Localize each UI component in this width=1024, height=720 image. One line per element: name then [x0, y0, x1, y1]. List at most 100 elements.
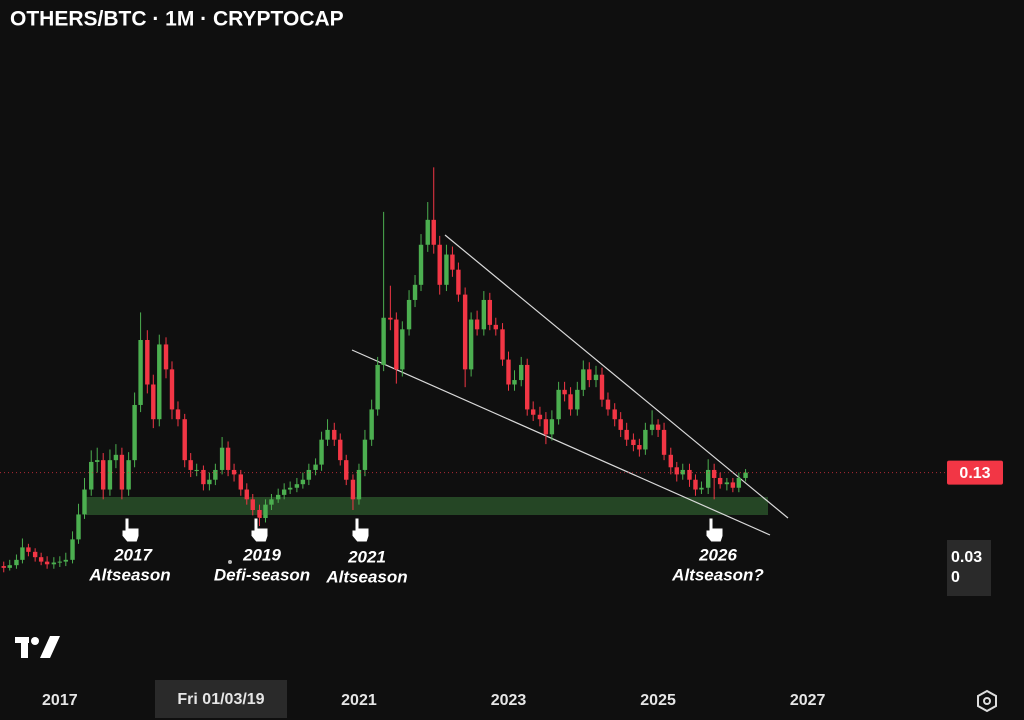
candle-body	[711, 469, 717, 478]
logo	[15, 636, 60, 658]
candle-body	[213, 469, 218, 480]
candle-body	[356, 469, 362, 500]
candle-body	[543, 419, 549, 435]
candle-body	[126, 460, 131, 490]
candle-body	[631, 439, 636, 446]
annotation: Defi-season	[214, 565, 310, 584]
candle-body	[736, 477, 742, 488]
candle-body	[44, 561, 50, 565]
candle-body	[38, 557, 44, 562]
candle-body	[724, 482, 730, 485]
crosshair-date: Fri 01/03/19	[177, 691, 264, 708]
candle-body	[468, 319, 474, 370]
candle-body	[369, 409, 374, 440]
candle-body	[182, 419, 187, 461]
candle-body	[687, 469, 692, 480]
annotation: Altseason	[88, 565, 170, 584]
candle-body	[388, 317, 393, 320]
annotation: Altseason	[325, 567, 407, 586]
candle-body	[269, 499, 274, 505]
candle-body	[649, 424, 655, 430]
candle-body	[294, 484, 300, 488]
candle-body	[132, 404, 137, 461]
candle-body	[151, 384, 156, 420]
candle-body	[362, 439, 368, 470]
settings-icon[interactable]	[977, 689, 997, 713]
candle-body	[506, 359, 511, 385]
settings-hex[interactable]	[977, 689, 997, 713]
candle-body	[705, 469, 711, 488]
candle-body	[188, 460, 193, 470]
candle-body	[605, 399, 611, 410]
candle-body	[238, 474, 243, 490]
candle-body	[350, 479, 356, 500]
candle-body	[593, 374, 599, 381]
candle-body	[418, 244, 424, 285]
candle-body	[512, 380, 517, 385]
candle-body	[300, 479, 306, 485]
hand-icon	[250, 517, 269, 543]
candle-body	[89, 461, 94, 490]
candle-body	[450, 254, 455, 270]
candle-body	[612, 409, 617, 420]
annotation: 2017	[113, 545, 153, 564]
candle-body	[599, 374, 605, 400]
candle-body	[406, 299, 412, 330]
candle-body	[699, 487, 704, 490]
hand-icons	[121, 517, 724, 543]
candle-body	[169, 369, 175, 410]
candle-body	[519, 364, 524, 381]
logo-part	[21, 637, 28, 658]
candle-body	[32, 551, 38, 558]
candle-body	[743, 472, 748, 478]
candle-body	[481, 299, 487, 330]
candle-body	[680, 469, 685, 475]
candle-body	[668, 454, 673, 468]
candle-body	[145, 340, 150, 385]
x-tick-label: 2025	[640, 692, 676, 709]
hand-icon	[351, 517, 370, 543]
candle-body	[400, 329, 405, 370]
candle-body	[575, 389, 580, 410]
candle-body	[525, 364, 530, 410]
candles	[1, 167, 748, 573]
trend-line	[444, 234, 789, 519]
candle-body	[618, 419, 623, 430]
x-tick-label: 2021	[341, 692, 377, 709]
candle-body	[82, 489, 87, 515]
annotation: 2026	[698, 545, 737, 564]
chart-title: OTHERS/BTC · 1M · CRYPTOCAP	[10, 8, 344, 31]
hand-icon	[705, 517, 724, 543]
candle-body	[95, 460, 100, 462]
candle-body	[107, 460, 113, 490]
candle-body	[655, 424, 661, 430]
last-price-label: 0.13	[959, 465, 990, 482]
settings-center[interactable]	[983, 697, 991, 705]
candle-body	[344, 460, 349, 480]
candle-body	[219, 447, 225, 470]
candle-body	[7, 565, 12, 568]
candle-body	[201, 469, 206, 485]
candle-body	[163, 344, 169, 370]
x-tick-label: 2023	[491, 692, 527, 709]
candle-body	[63, 559, 69, 562]
candle-body	[717, 477, 723, 485]
candle-body	[175, 409, 181, 420]
candle-body	[537, 414, 543, 420]
candle-body	[275, 494, 281, 500]
candle-body	[637, 445, 642, 450]
annotation: Altseason?	[671, 565, 764, 584]
candle-body	[487, 299, 493, 325]
candle-body	[661, 429, 667, 455]
candle-body	[474, 319, 480, 330]
candle-body	[319, 439, 324, 465]
candle-body	[437, 244, 442, 285]
candle-body	[225, 447, 231, 470]
candle-body	[70, 539, 75, 560]
candle-body	[306, 469, 312, 480]
candle-body	[76, 514, 81, 540]
candle-body	[257, 510, 262, 519]
candle-body	[113, 454, 119, 461]
candle-body	[581, 369, 586, 390]
